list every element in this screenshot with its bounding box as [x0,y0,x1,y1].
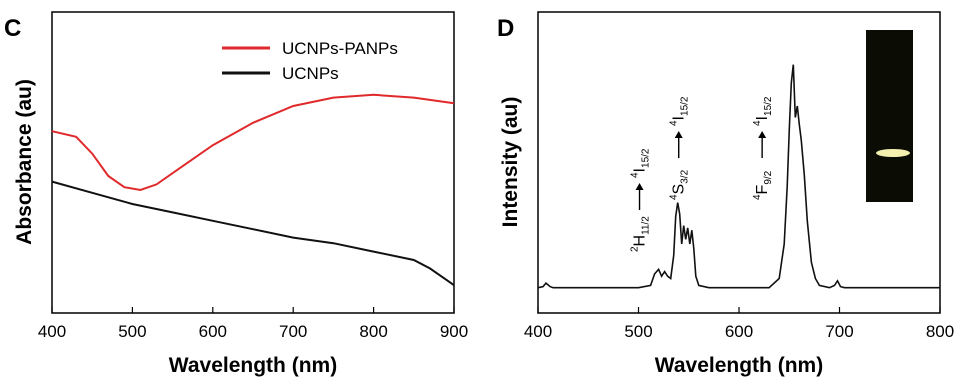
transition-lower-state-2: 4F9/2 [752,170,774,200]
y-axis-title-d: Intensity (au) [499,97,522,228]
transition-label-0: 2H11/2 4I15/2 [630,148,652,252]
legend-label-ucnps-panps: UCNPs-PANPs [282,39,398,58]
lower-state-superscript: 4 [752,194,763,200]
x-axis-title-d: Wavelength (nm) [655,354,823,377]
x-axis-title-c: Wavelength (nm) [169,354,337,377]
upper-state-term: I [671,116,688,120]
lower-state-subscript: 9/2 [763,170,774,184]
transition-lower-state-1: 4S3/2 [669,169,691,200]
inset-photo [866,30,913,202]
panel-label-c: C [4,15,21,42]
inset-photo-background [866,30,913,202]
series-line-ucnps-panps [51,93,455,192]
legend-label-ucnps: UCNPs [282,64,339,83]
upper-state-subscript: 15/2 [763,96,774,116]
transition-arrow-head [635,183,644,190]
transition-arrow-head [758,131,767,138]
lower-state-subscript: 3/2 [680,169,691,183]
transition-upper-state-1: 4I15/2 [669,96,691,126]
lower-state-term: F [754,184,771,194]
x-tick-label-d-800: 800 [926,322,954,341]
plot-frame-c [51,11,455,314]
upper-state-superscript: 4 [630,172,641,178]
x-ticks-d: 400 500 600 700 800 [524,307,954,341]
upper-state-superscript: 4 [669,120,680,126]
y-axis-title-c: Absorbance (au) [13,79,36,245]
x-tick-label-c-700: 700 [279,322,307,341]
upper-state-term: I [632,168,649,172]
upper-state-subscript: 15/2 [680,96,691,116]
x-tick-label-d-500: 500 [624,322,652,341]
emission-spectrum-line [537,64,940,289]
x-tick-label-c-900: 900 [440,322,468,341]
upper-state-superscript: 4 [752,120,763,126]
transition-arrow-head [674,131,683,138]
x-tick-label-d-600: 600 [725,322,753,341]
upper-state-subscript: 15/2 [641,148,652,168]
x-tick-label-d-400: 400 [524,322,552,341]
lower-state-superscript: 2 [630,246,641,252]
lower-state-subscript: 11/2 [641,216,652,235]
x-tick-label-c-400: 400 [38,322,66,341]
upper-state-term: I [754,116,771,120]
series-line-ucnps [51,180,455,287]
transition-upper-state-0: 4I15/2 [630,148,652,178]
x-tick-label-c-500: 500 [118,322,146,341]
legend-c: UCNPs-PANPs UCNPs [222,39,398,83]
x-ticks-c: 400 500 600 700 800 900 [38,307,468,341]
x-tick-label-d-700: 700 [825,322,853,341]
panel-c: C 400 500 600 700 800 900 UCNPs-PANPs UCNPs W… [4,11,468,377]
x-tick-label-c-600: 600 [199,322,227,341]
transition-upper-state-2: 4I15/2 [752,96,774,126]
panel-label-d: D [497,15,514,42]
lower-state-superscript: 4 [669,194,680,200]
transition-lower-state-0: 2H11/2 [630,216,652,252]
x-tick-label-c-800: 800 [359,322,387,341]
panel-d: D 400 500 600 700 800 2H11/24I15/24S3/24I15/… [497,11,954,377]
inset-glow-spot [876,149,910,157]
lower-state-term: S [671,184,688,195]
lower-state-term: H [632,235,649,247]
